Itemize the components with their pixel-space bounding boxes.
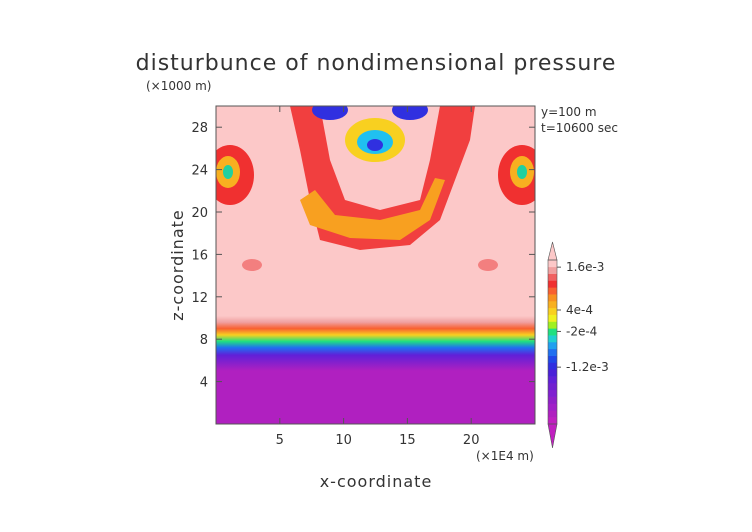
colorbar-label: -1.2e-3 xyxy=(566,360,609,374)
small-blob-left xyxy=(242,259,262,271)
plot-area xyxy=(216,106,535,424)
colorbar-swatch xyxy=(548,335,557,343)
colorbar-swatch xyxy=(548,383,557,391)
x-tick-label: 20 xyxy=(463,433,480,448)
x-unit-label: (×1E4 m) xyxy=(476,449,534,463)
colorbar-swatch xyxy=(548,410,557,418)
colorbar-swatch xyxy=(548,348,557,356)
colorbar-swatch xyxy=(548,389,557,397)
contour-features xyxy=(216,106,535,271)
left-flank-core xyxy=(223,165,233,179)
colorbar-swatch xyxy=(548,287,557,295)
colorbar-swatch xyxy=(548,280,557,288)
y-axis-label: z-coordinate xyxy=(168,209,187,321)
colorbar-swatch xyxy=(548,294,557,302)
plot-frame xyxy=(215,105,536,425)
annotation-t: t=10600 sec xyxy=(541,121,618,135)
top-min-core xyxy=(367,139,383,151)
x-tick-label: 15 xyxy=(399,433,416,448)
x-tick-label: 10 xyxy=(335,433,352,448)
small-blob-right xyxy=(478,259,498,271)
colorbar-swatch xyxy=(548,342,557,350)
colorbar-swatch xyxy=(548,301,557,309)
y-unit-label: (×1000 m) xyxy=(146,79,211,93)
y-tick-label: 4 xyxy=(200,376,208,391)
y-tick-label: 8 xyxy=(200,333,208,348)
colorbar-label: -2e-4 xyxy=(566,324,597,338)
colorbar-top-arrow xyxy=(547,241,558,261)
colorbar-swatch xyxy=(548,314,557,322)
colorbar-swatch xyxy=(548,307,557,315)
x-axis-label: x-coordinate xyxy=(320,472,433,491)
top-left-min xyxy=(312,106,348,120)
annotation-y: y=100 m xyxy=(541,105,597,119)
colorbar-label: 1.6e-3 xyxy=(566,260,604,274)
colorbar-swatch xyxy=(548,403,557,411)
colorbar-swatch xyxy=(548,355,557,363)
y-tick-label: 20 xyxy=(191,206,208,221)
y-axis: 4 8 12 16 20 24 28 xyxy=(191,121,535,391)
y-tick-label: 24 xyxy=(191,164,208,179)
colorbar-swatch xyxy=(548,260,557,268)
colorbar-swatch xyxy=(548,369,557,377)
colorbar-swatch xyxy=(548,321,557,329)
colorbar-swatch xyxy=(548,417,557,425)
colorbar-swatch xyxy=(548,328,557,336)
colorbar-swatch xyxy=(548,266,557,274)
y-tick-label: 28 xyxy=(191,121,208,136)
upper-arc-orange xyxy=(300,178,445,240)
colorbar-frame xyxy=(547,259,558,425)
colorbar-swatch xyxy=(548,396,557,404)
colorbar-label: 4e-4 xyxy=(566,303,593,317)
chart-title: disturbunce of nondimensional pressure xyxy=(136,51,617,76)
x-axis: 5 10 15 20 xyxy=(276,106,480,448)
colorbar-bottom-arrow xyxy=(547,423,558,449)
y-tick-label: 12 xyxy=(191,291,208,306)
colorbar: 1.6e-3 4e-4 -2e-4 -1.2e-3 xyxy=(547,241,609,449)
colorbar-swatch xyxy=(548,362,557,370)
right-flank-core xyxy=(517,165,527,179)
y-tick-label: 16 xyxy=(191,248,208,263)
colorbar-swatch xyxy=(548,273,557,281)
colorbar-swatch xyxy=(548,376,557,384)
top-right-min xyxy=(392,106,428,120)
x-tick-label: 5 xyxy=(276,433,284,448)
